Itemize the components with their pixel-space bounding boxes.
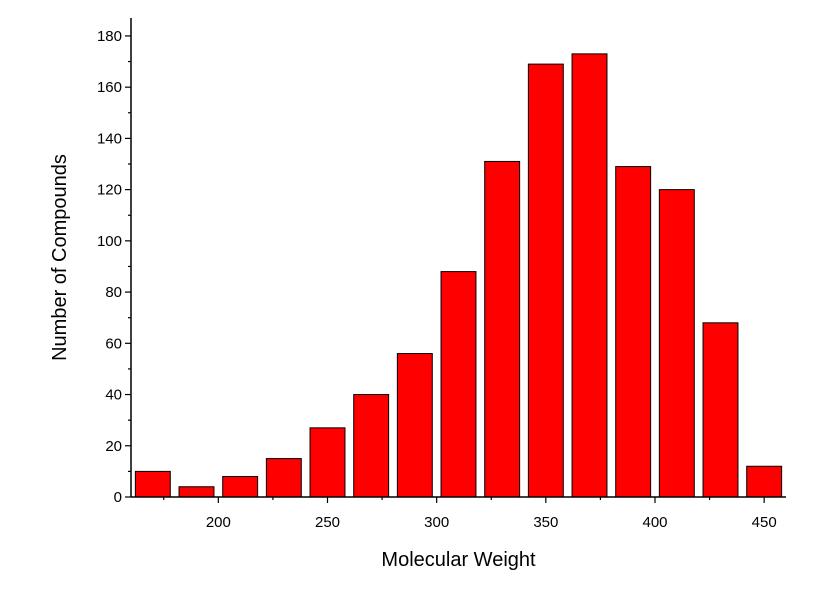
y-tick-label: 100 xyxy=(97,233,122,250)
bar xyxy=(134,470,171,498)
bar xyxy=(702,322,739,498)
x-axis-title: Molecular Weight xyxy=(381,549,536,571)
bar xyxy=(746,465,783,498)
x-ticks-group: 200 250 300 350 400 450 xyxy=(163,497,777,531)
bar xyxy=(222,476,259,498)
x-tick-label: 400 xyxy=(642,514,667,531)
y-tick-label: 60 xyxy=(105,335,122,352)
bar xyxy=(658,189,695,498)
bar xyxy=(396,353,433,498)
bar xyxy=(353,394,390,498)
x-tick-label: 200 xyxy=(206,514,231,531)
x-tick-label: 300 xyxy=(424,514,449,531)
bar xyxy=(527,63,564,498)
y-tick-label: 0 xyxy=(114,489,122,506)
bar xyxy=(615,166,652,498)
y-tick-label: 80 xyxy=(105,284,122,301)
bar xyxy=(178,486,215,498)
y-ticks-group: 0 20 40 60 80 100 120 140 160 180 xyxy=(97,28,131,506)
y-tick-label: 40 xyxy=(105,387,122,404)
y-tick-label: 120 xyxy=(97,182,122,199)
bar xyxy=(265,458,302,498)
x-tick-label: 450 xyxy=(752,514,777,531)
bars-group xyxy=(134,53,783,498)
y-tick-label: 180 xyxy=(97,28,122,45)
bar xyxy=(440,271,477,498)
bar xyxy=(309,427,346,498)
x-tick-label: 350 xyxy=(533,514,558,531)
bar xyxy=(484,160,521,498)
bar xyxy=(571,53,608,498)
y-axis-title: Number of Compounds xyxy=(49,154,71,361)
y-tick-label: 160 xyxy=(97,79,122,96)
x-tick-label: 250 xyxy=(315,514,340,531)
y-tick-label: 140 xyxy=(97,130,122,147)
y-tick-label: 20 xyxy=(105,438,122,455)
